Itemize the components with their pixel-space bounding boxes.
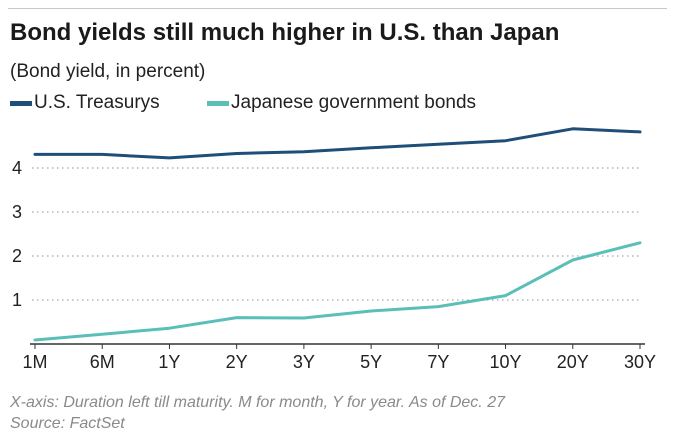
footnote: X-axis: Duration left till maturity. M f… xyxy=(10,392,505,434)
line-chart: 1 2 3 4 1M 6M 1Y 2Y 3Y 5Y 7Y 10Y 20Y 30Y xyxy=(12,127,656,372)
footnote-note: X-axis: Duration left till maturity. M f… xyxy=(10,394,505,411)
footnote-source: Source: FactSet xyxy=(10,415,125,432)
legend-swatch-jp xyxy=(207,101,229,106)
x-tick-label: 2Y xyxy=(226,352,248,372)
x-tick-label: 30Y xyxy=(624,352,656,372)
y-tick-label: 2 xyxy=(12,246,22,266)
y-tick-label: 3 xyxy=(12,202,22,222)
x-tick-label: 1Y xyxy=(158,352,180,372)
series-line-us-treasurys xyxy=(33,127,642,160)
x-tick-label: 7Y xyxy=(427,352,449,372)
x-tick-label: 5Y xyxy=(360,352,382,372)
top-rule xyxy=(8,8,667,9)
x-tick-label: 3Y xyxy=(293,352,315,372)
y-tick-label: 1 xyxy=(12,290,22,310)
x-tick-label: 1M xyxy=(22,352,47,372)
x-tick-label: 6M xyxy=(90,352,115,372)
x-tick-label: 20Y xyxy=(557,352,589,372)
legend-swatch-us xyxy=(10,101,32,106)
legend-label-jp: Japanese government bonds xyxy=(231,92,477,113)
y-tick-label: 4 xyxy=(12,158,22,178)
x-tick-label: 10Y xyxy=(490,352,522,372)
series-line-japanese-bonds xyxy=(33,241,642,342)
legend-label-us: U.S. Treasurys xyxy=(34,92,160,113)
chart-subtitle: (Bond yield, in percent) xyxy=(10,61,206,82)
chart-title: Bond yields still much higher in U.S. th… xyxy=(10,19,560,46)
